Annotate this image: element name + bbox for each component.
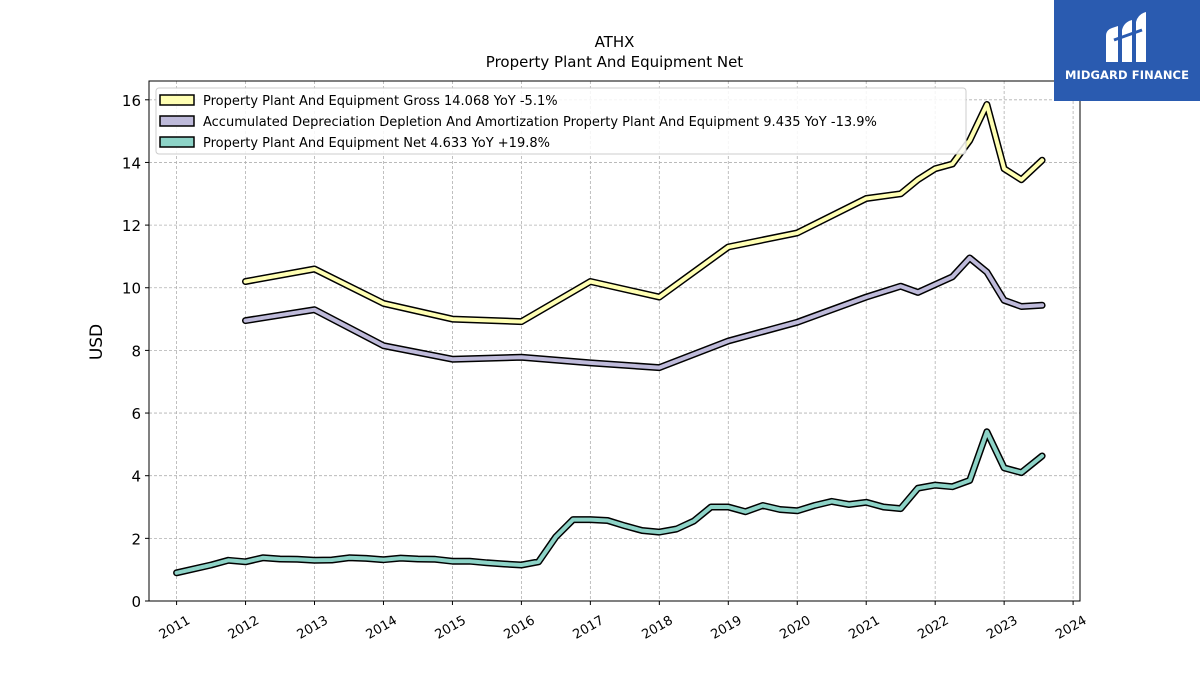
- x-tick-label: 2019: [708, 613, 744, 643]
- x-tick-label: 2022: [915, 613, 951, 643]
- y-tick-label: 8: [131, 342, 141, 360]
- series-line: [173, 428, 1046, 577]
- legend-entry: Property Plant And Equipment Gross 14.06…: [203, 94, 558, 109]
- x-axis: 2011 2012 2013 2014 2015 2016 2017 2018 2019 2020…: [157, 601, 1089, 643]
- legend: Property Plant And Equipment Gross 14.06…: [155, 87, 967, 155]
- y-tick-label: 10: [122, 280, 141, 298]
- y-tick-label: 6: [131, 405, 141, 423]
- x-tick-label: 2011: [157, 613, 193, 643]
- brand-name: MIDGARD FINANCE: [1064, 68, 1190, 82]
- y-axis-label: USD: [87, 324, 107, 360]
- legend-swatch: [159, 136, 195, 148]
- x-tick-label: 2015: [433, 613, 469, 643]
- x-tick-label: 2012: [226, 613, 262, 643]
- series-line: [242, 101, 1046, 326]
- y-tick-label: 14: [122, 154, 141, 172]
- legend-entry: Accumulated Depreciation Depletion And A…: [203, 115, 877, 130]
- x-tick-label: 2016: [502, 613, 538, 643]
- x-tick-label: 2013: [295, 613, 331, 643]
- midgard-finance-logo: MIDGARD FINANCE: [1054, 0, 1200, 101]
- x-tick-label: 2014: [364, 613, 400, 643]
- x-tick-label: 2018: [639, 613, 675, 643]
- series-line-stroke: [174, 429, 1045, 575]
- series-line-outline: [173, 428, 1046, 577]
- y-tick-label: 4: [131, 468, 141, 486]
- x-tick-label: 2023: [984, 613, 1020, 643]
- y-tick-label: 12: [122, 217, 141, 235]
- logo-mark-icon: [1106, 12, 1146, 62]
- series-line: [242, 254, 1046, 372]
- y-tick-label: 16: [122, 92, 141, 110]
- plot-lines: [173, 101, 1046, 577]
- y-tick-label: 2: [131, 530, 141, 548]
- y-tick-label: 0: [131, 593, 141, 611]
- plot-frame: [148, 80, 1081, 602]
- series-line-stroke: [243, 102, 1045, 324]
- legend-swatch: [159, 94, 195, 106]
- y-axis: 0 2 4 6 8 10 12 14 16: [122, 92, 149, 611]
- x-tick-label: 2024: [1053, 613, 1089, 643]
- x-tick-label: 2020: [777, 613, 813, 643]
- legend-entry: Property Plant And Equipment Net 4.633 Y…: [203, 136, 550, 151]
- x-tick-label: 2017: [571, 613, 607, 643]
- series-line-outline: [242, 254, 1046, 372]
- legend-swatch: [159, 115, 195, 127]
- legend-box: [155, 87, 967, 155]
- series-line-stroke: [243, 256, 1045, 370]
- chart-subtitle: Property Plant And Equipment Net: [486, 53, 743, 71]
- x-tick-label: 2021: [846, 613, 882, 643]
- chart-title: ATHX: [595, 33, 635, 51]
